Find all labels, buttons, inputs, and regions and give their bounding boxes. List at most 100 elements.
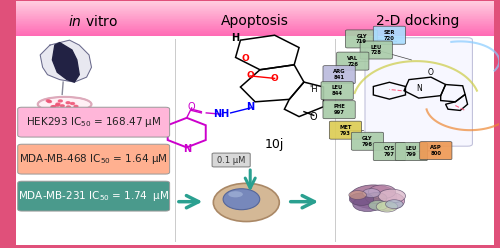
Circle shape	[350, 193, 374, 205]
Polygon shape	[16, 29, 494, 30]
FancyBboxPatch shape	[374, 26, 406, 44]
Polygon shape	[16, 25, 494, 26]
Text: O: O	[188, 102, 196, 112]
Text: LEU
844: LEU 844	[332, 85, 343, 96]
FancyBboxPatch shape	[346, 30, 378, 48]
Circle shape	[368, 200, 388, 210]
Text: O: O	[310, 112, 318, 122]
Text: 0.1 μM: 0.1 μM	[217, 155, 246, 164]
FancyBboxPatch shape	[18, 107, 170, 137]
Polygon shape	[175, 39, 176, 242]
Polygon shape	[16, 32, 494, 33]
FancyBboxPatch shape	[352, 132, 384, 150]
Polygon shape	[16, 7, 494, 8]
Text: SER
720: SER 720	[384, 30, 395, 41]
Circle shape	[58, 100, 62, 102]
Text: GLY
796: GLY 796	[362, 136, 373, 147]
FancyBboxPatch shape	[374, 143, 406, 161]
Text: N: N	[246, 102, 254, 112]
Ellipse shape	[223, 189, 260, 210]
Text: LEU
728: LEU 728	[370, 45, 382, 55]
Polygon shape	[335, 39, 336, 242]
Circle shape	[48, 101, 52, 103]
Circle shape	[66, 106, 70, 108]
Polygon shape	[16, 21, 494, 22]
Text: MET
793: MET 793	[340, 125, 351, 136]
Polygon shape	[16, 13, 494, 14]
Text: N: N	[182, 144, 191, 154]
Circle shape	[70, 103, 74, 104]
Polygon shape	[16, 34, 494, 35]
Polygon shape	[16, 12, 494, 13]
Circle shape	[46, 100, 50, 102]
Text: $\it{in}$ vitro: $\it{in}$ vitro	[68, 14, 118, 29]
Text: ASP
800: ASP 800	[430, 145, 442, 156]
Polygon shape	[16, 8, 494, 9]
Circle shape	[362, 189, 380, 197]
Circle shape	[353, 197, 382, 212]
Polygon shape	[16, 5, 494, 6]
FancyBboxPatch shape	[212, 153, 250, 167]
Ellipse shape	[214, 183, 280, 221]
FancyBboxPatch shape	[18, 181, 170, 211]
Text: MDA-MB-231 IC$_{50}$ = 1.74  μM: MDA-MB-231 IC$_{50}$ = 1.74 μM	[18, 189, 169, 203]
Polygon shape	[16, 6, 494, 7]
Circle shape	[51, 106, 55, 108]
Polygon shape	[16, 23, 494, 24]
FancyBboxPatch shape	[323, 101, 355, 119]
Circle shape	[378, 189, 406, 203]
Circle shape	[366, 192, 387, 203]
Text: 10j: 10j	[265, 138, 284, 152]
Text: N: N	[416, 84, 422, 93]
Text: PHE
997: PHE 997	[333, 104, 345, 115]
Text: MDA-MB-468 IC$_{50}$ = 1.64 μM: MDA-MB-468 IC$_{50}$ = 1.64 μM	[19, 152, 168, 166]
Circle shape	[368, 191, 405, 210]
Polygon shape	[16, 9, 494, 10]
Circle shape	[350, 185, 397, 209]
Ellipse shape	[38, 97, 92, 112]
Polygon shape	[16, 31, 494, 32]
Text: HEK293 IC$_{50}$ = 168.47 μM: HEK293 IC$_{50}$ = 168.47 μM	[26, 115, 161, 129]
Polygon shape	[16, 30, 494, 31]
Circle shape	[52, 106, 56, 108]
Polygon shape	[16, 22, 494, 23]
Text: O: O	[242, 54, 249, 63]
Polygon shape	[16, 2, 494, 3]
Circle shape	[56, 104, 60, 106]
Polygon shape	[16, 14, 494, 15]
Polygon shape	[40, 40, 92, 82]
FancyBboxPatch shape	[396, 143, 428, 161]
Text: O: O	[246, 71, 254, 80]
Text: ARG
841: ARG 841	[333, 69, 345, 80]
FancyBboxPatch shape	[18, 144, 170, 174]
Text: O: O	[428, 68, 434, 77]
Polygon shape	[16, 3, 494, 4]
FancyBboxPatch shape	[16, 36, 494, 245]
Polygon shape	[16, 24, 494, 25]
Text: 'H: 'H	[310, 85, 318, 94]
Text: CYS
797: CYS 797	[384, 146, 395, 157]
FancyBboxPatch shape	[365, 38, 472, 146]
Polygon shape	[16, 17, 494, 18]
Text: VAL
726: VAL 726	[347, 56, 358, 66]
Polygon shape	[16, 10, 494, 11]
Polygon shape	[16, 16, 494, 17]
Text: GLY
719: GLY 719	[356, 33, 367, 44]
FancyBboxPatch shape	[420, 142, 452, 160]
FancyBboxPatch shape	[360, 41, 392, 59]
Circle shape	[368, 185, 396, 199]
FancyBboxPatch shape	[321, 82, 354, 100]
FancyBboxPatch shape	[336, 52, 369, 70]
Polygon shape	[16, 19, 494, 20]
Circle shape	[60, 105, 64, 107]
Text: NH: NH	[213, 109, 229, 119]
Polygon shape	[16, 35, 494, 36]
Circle shape	[386, 200, 403, 209]
Polygon shape	[16, 33, 494, 34]
Circle shape	[376, 201, 398, 212]
Circle shape	[66, 102, 70, 104]
FancyBboxPatch shape	[330, 121, 362, 139]
Circle shape	[349, 190, 366, 199]
Polygon shape	[16, 1, 494, 2]
Polygon shape	[16, 20, 494, 21]
